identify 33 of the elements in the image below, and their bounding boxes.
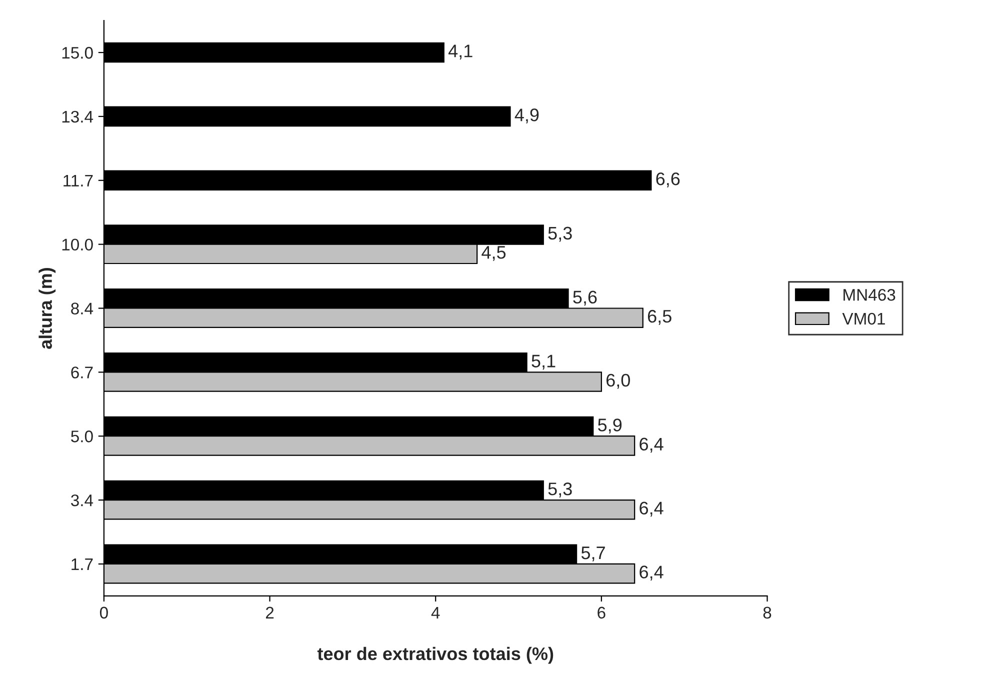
y-tick-label: 13.4	[62, 110, 94, 123]
y-tick-label: 11.7	[64, 174, 93, 186]
data-label: 5,6	[573, 290, 597, 306]
y-tick-label: 5.0	[71, 430, 93, 442]
data-label: 6,4	[640, 502, 664, 517]
x-tick-label: 0	[100, 606, 108, 619]
data-label: 5,7	[581, 546, 605, 562]
data-label: 4,9	[514, 108, 539, 124]
data-label: 5,3	[548, 226, 572, 242]
legend-label: MN463	[844, 288, 896, 301]
y-tick-label: 8.4	[71, 302, 94, 314]
y-tick-label: 10.0	[62, 238, 93, 251]
data-label: 6,6	[656, 172, 680, 188]
x-tick-label: 8	[763, 606, 772, 619]
x-axis-title: teor de extrativos totais (%)	[317, 646, 554, 664]
data-label: 4,5	[482, 246, 506, 261]
data-label: 5,1	[532, 354, 556, 370]
x-tick-label: 2	[266, 606, 274, 618]
legend-label: VM01	[842, 312, 885, 325]
data-label: 5,3	[548, 482, 572, 498]
data-label: 5,9	[598, 418, 622, 434]
y-tick-label: 6.7	[71, 366, 93, 378]
y-tick-label: 3.4	[71, 494, 94, 506]
y-tick-label: 1.7	[72, 558, 93, 570]
y-tick-label: 15.0	[62, 46, 93, 59]
data-label: 6,4	[640, 438, 664, 453]
data-label: 6,0	[606, 374, 630, 389]
data-label: 6,4	[640, 566, 664, 581]
x-tick-label: 6	[598, 606, 606, 619]
data-label: 6,5	[648, 310, 672, 325]
y-axis-title: altura (m)	[38, 268, 56, 349]
data-label: 4,1	[448, 44, 472, 60]
x-tick-label: 4	[431, 606, 440, 618]
